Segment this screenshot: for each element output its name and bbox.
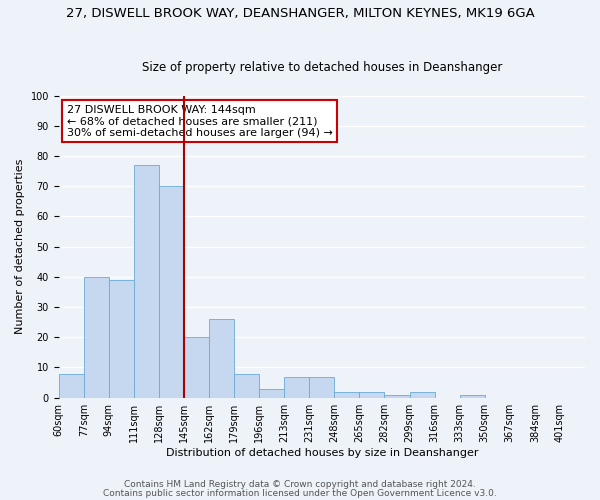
X-axis label: Distribution of detached houses by size in Deanshanger: Distribution of detached houses by size … <box>166 448 478 458</box>
Bar <box>334 392 359 398</box>
Bar <box>134 165 159 398</box>
Bar <box>309 376 334 398</box>
Text: Contains HM Land Registry data © Crown copyright and database right 2024.: Contains HM Land Registry data © Crown c… <box>124 480 476 489</box>
Text: 27, DISWELL BROOK WAY, DEANSHANGER, MILTON KEYNES, MK19 6GA: 27, DISWELL BROOK WAY, DEANSHANGER, MILT… <box>65 8 535 20</box>
Text: Contains public sector information licensed under the Open Government Licence v3: Contains public sector information licen… <box>103 489 497 498</box>
Text: 27 DISWELL BROOK WAY: 144sqm
← 68% of detached houses are smaller (211)
30% of s: 27 DISWELL BROOK WAY: 144sqm ← 68% of de… <box>67 104 332 138</box>
Bar <box>84 277 109 398</box>
Bar <box>284 376 309 398</box>
Bar <box>109 280 134 398</box>
Bar <box>460 394 485 398</box>
Bar <box>159 186 184 398</box>
Bar <box>209 319 234 398</box>
Bar <box>184 338 209 398</box>
Bar <box>234 374 259 398</box>
Bar <box>259 388 284 398</box>
Bar <box>410 392 434 398</box>
Bar <box>385 394 410 398</box>
Title: Size of property relative to detached houses in Deanshanger: Size of property relative to detached ho… <box>142 60 502 74</box>
Bar <box>59 374 84 398</box>
Bar <box>359 392 385 398</box>
Y-axis label: Number of detached properties: Number of detached properties <box>15 159 25 334</box>
